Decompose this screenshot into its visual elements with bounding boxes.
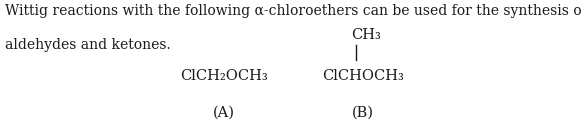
Text: (B): (B) xyxy=(352,106,374,120)
Text: CH₃: CH₃ xyxy=(352,28,381,42)
Text: ClCHOCH₃: ClCHOCH₃ xyxy=(322,69,404,83)
Text: Wittig reactions with the following α-chloroethers can be used for the synthesis: Wittig reactions with the following α-ch… xyxy=(5,4,581,18)
Text: aldehydes and ketones.: aldehydes and ketones. xyxy=(5,38,170,52)
Text: (A): (A) xyxy=(213,106,235,120)
Text: ClCH₂OCH₃: ClCH₂OCH₃ xyxy=(180,69,268,83)
